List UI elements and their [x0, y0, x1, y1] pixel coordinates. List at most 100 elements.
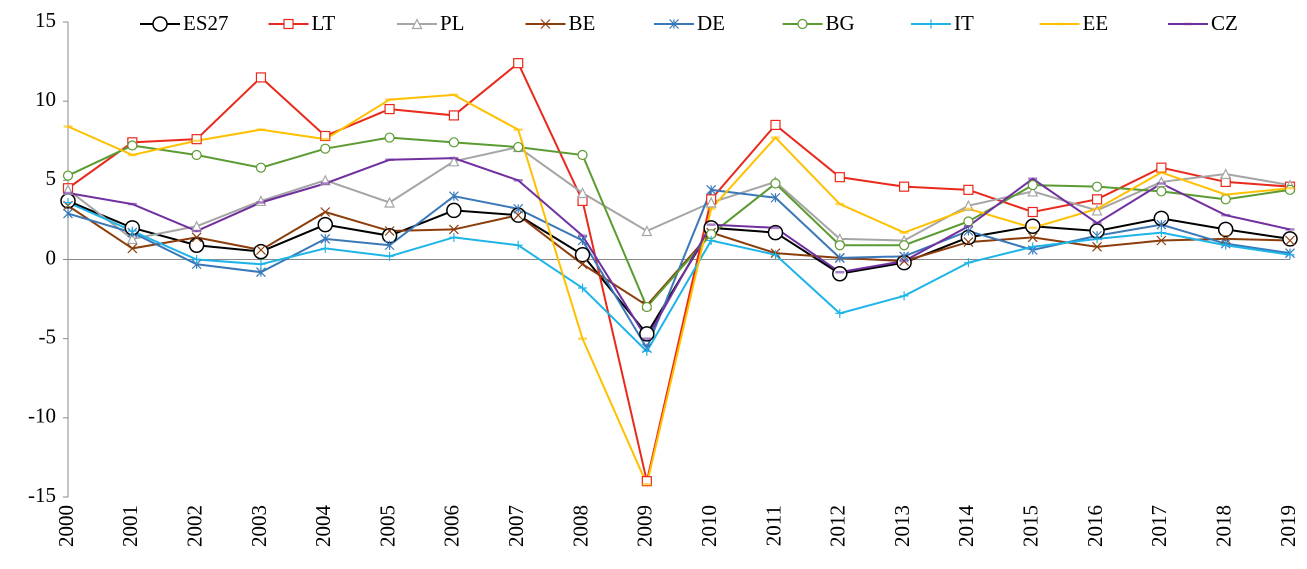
marker — [577, 187, 588, 199]
marker — [191, 232, 202, 243]
legend-label: PL — [440, 11, 465, 35]
legend: ES27 LT PL BE DE BG IT EE CZ — [140, 11, 1238, 35]
marker — [127, 226, 137, 236]
marker — [1156, 186, 1167, 197]
marker — [448, 191, 459, 202]
marker — [577, 235, 588, 246]
marker — [127, 243, 138, 254]
marker — [513, 203, 524, 214]
marker — [1282, 231, 1298, 247]
marker — [1156, 228, 1166, 238]
marker — [256, 245, 266, 255]
marker — [127, 140, 138, 151]
marker — [317, 216, 334, 233]
marker — [641, 225, 653, 237]
marker — [448, 137, 459, 148]
marker — [706, 236, 716, 245]
y-tick-label: 5 — [46, 166, 57, 190]
marker — [63, 208, 73, 219]
marker — [578, 283, 588, 293]
marker — [256, 259, 266, 269]
marker — [1217, 221, 1234, 238]
marker — [253, 243, 269, 260]
marker — [1220, 194, 1231, 205]
marker — [446, 202, 462, 219]
marker — [1091, 181, 1103, 192]
marker — [188, 237, 205, 253]
marker — [62, 170, 74, 181]
legend-label: DE — [697, 11, 725, 35]
series-line — [67, 61, 1291, 482]
marker — [191, 149, 202, 161]
marker — [63, 198, 73, 207]
x-tick-label: 2009 — [633, 505, 657, 547]
marker — [1091, 204, 1103, 216]
x-tick-label: 2015 — [1019, 505, 1043, 547]
x-tick-label: 2007 — [504, 505, 528, 547]
marker — [448, 224, 459, 235]
marker — [797, 18, 808, 30]
marker — [513, 141, 524, 153]
marker — [320, 243, 330, 253]
marker — [926, 19, 936, 29]
marker — [642, 346, 652, 356]
marker — [1221, 240, 1231, 250]
y-tick-label: -15 — [28, 483, 56, 507]
x-tick-label: 2006 — [440, 505, 464, 547]
y-tick-label: 10 — [35, 87, 56, 111]
marker — [834, 172, 845, 183]
legend-label: CZ — [1211, 11, 1238, 35]
marker — [1156, 235, 1167, 246]
marker — [1092, 234, 1102, 244]
marker — [1285, 235, 1295, 246]
marker — [320, 207, 331, 217]
x-tick-label: 2016 — [1083, 505, 1107, 547]
marker — [384, 132, 395, 143]
marker — [1284, 184, 1296, 195]
marker — [126, 233, 138, 245]
marker — [1027, 185, 1039, 197]
marker — [1024, 218, 1041, 234]
marker — [963, 226, 974, 236]
marker — [1285, 250, 1295, 260]
marker — [385, 251, 395, 261]
x-tick-label: 2019 — [1276, 505, 1300, 547]
x-tick-label: 2004 — [311, 505, 335, 548]
marker — [641, 301, 652, 313]
marker — [320, 143, 331, 154]
marker — [832, 266, 848, 282]
legend-label: ES27 — [183, 11, 229, 35]
marker — [448, 155, 460, 167]
x-tick-label: 2008 — [568, 505, 592, 547]
y-tick-label: 15 — [35, 8, 56, 32]
marker — [192, 255, 202, 264]
x-tick-label: 2014 — [954, 505, 978, 548]
legend-label: IT — [954, 11, 974, 35]
marker — [770, 119, 781, 131]
marker — [283, 18, 294, 30]
x-tick-label: 2001 — [118, 505, 142, 547]
marker — [320, 130, 331, 142]
x-tick-label: 2018 — [1211, 505, 1235, 547]
marker — [705, 196, 717, 208]
marker — [835, 308, 845, 318]
series-line — [67, 201, 1291, 353]
marker — [1156, 162, 1167, 173]
x-tick-label: 2011 — [761, 505, 785, 546]
marker — [513, 58, 524, 69]
x-tick-label: 2013 — [890, 505, 914, 547]
marker — [255, 162, 267, 173]
x-tick-label: 2005 — [375, 505, 399, 547]
legend-label: BG — [826, 11, 855, 35]
series-line — [67, 146, 1291, 242]
marker — [706, 184, 717, 195]
marker — [384, 196, 396, 208]
marker — [963, 237, 974, 248]
x-tick-label: 2012 — [826, 505, 850, 547]
marker — [320, 233, 331, 244]
marker — [191, 134, 202, 145]
marker — [963, 184, 974, 195]
marker — [152, 16, 168, 32]
marker — [669, 19, 679, 29]
